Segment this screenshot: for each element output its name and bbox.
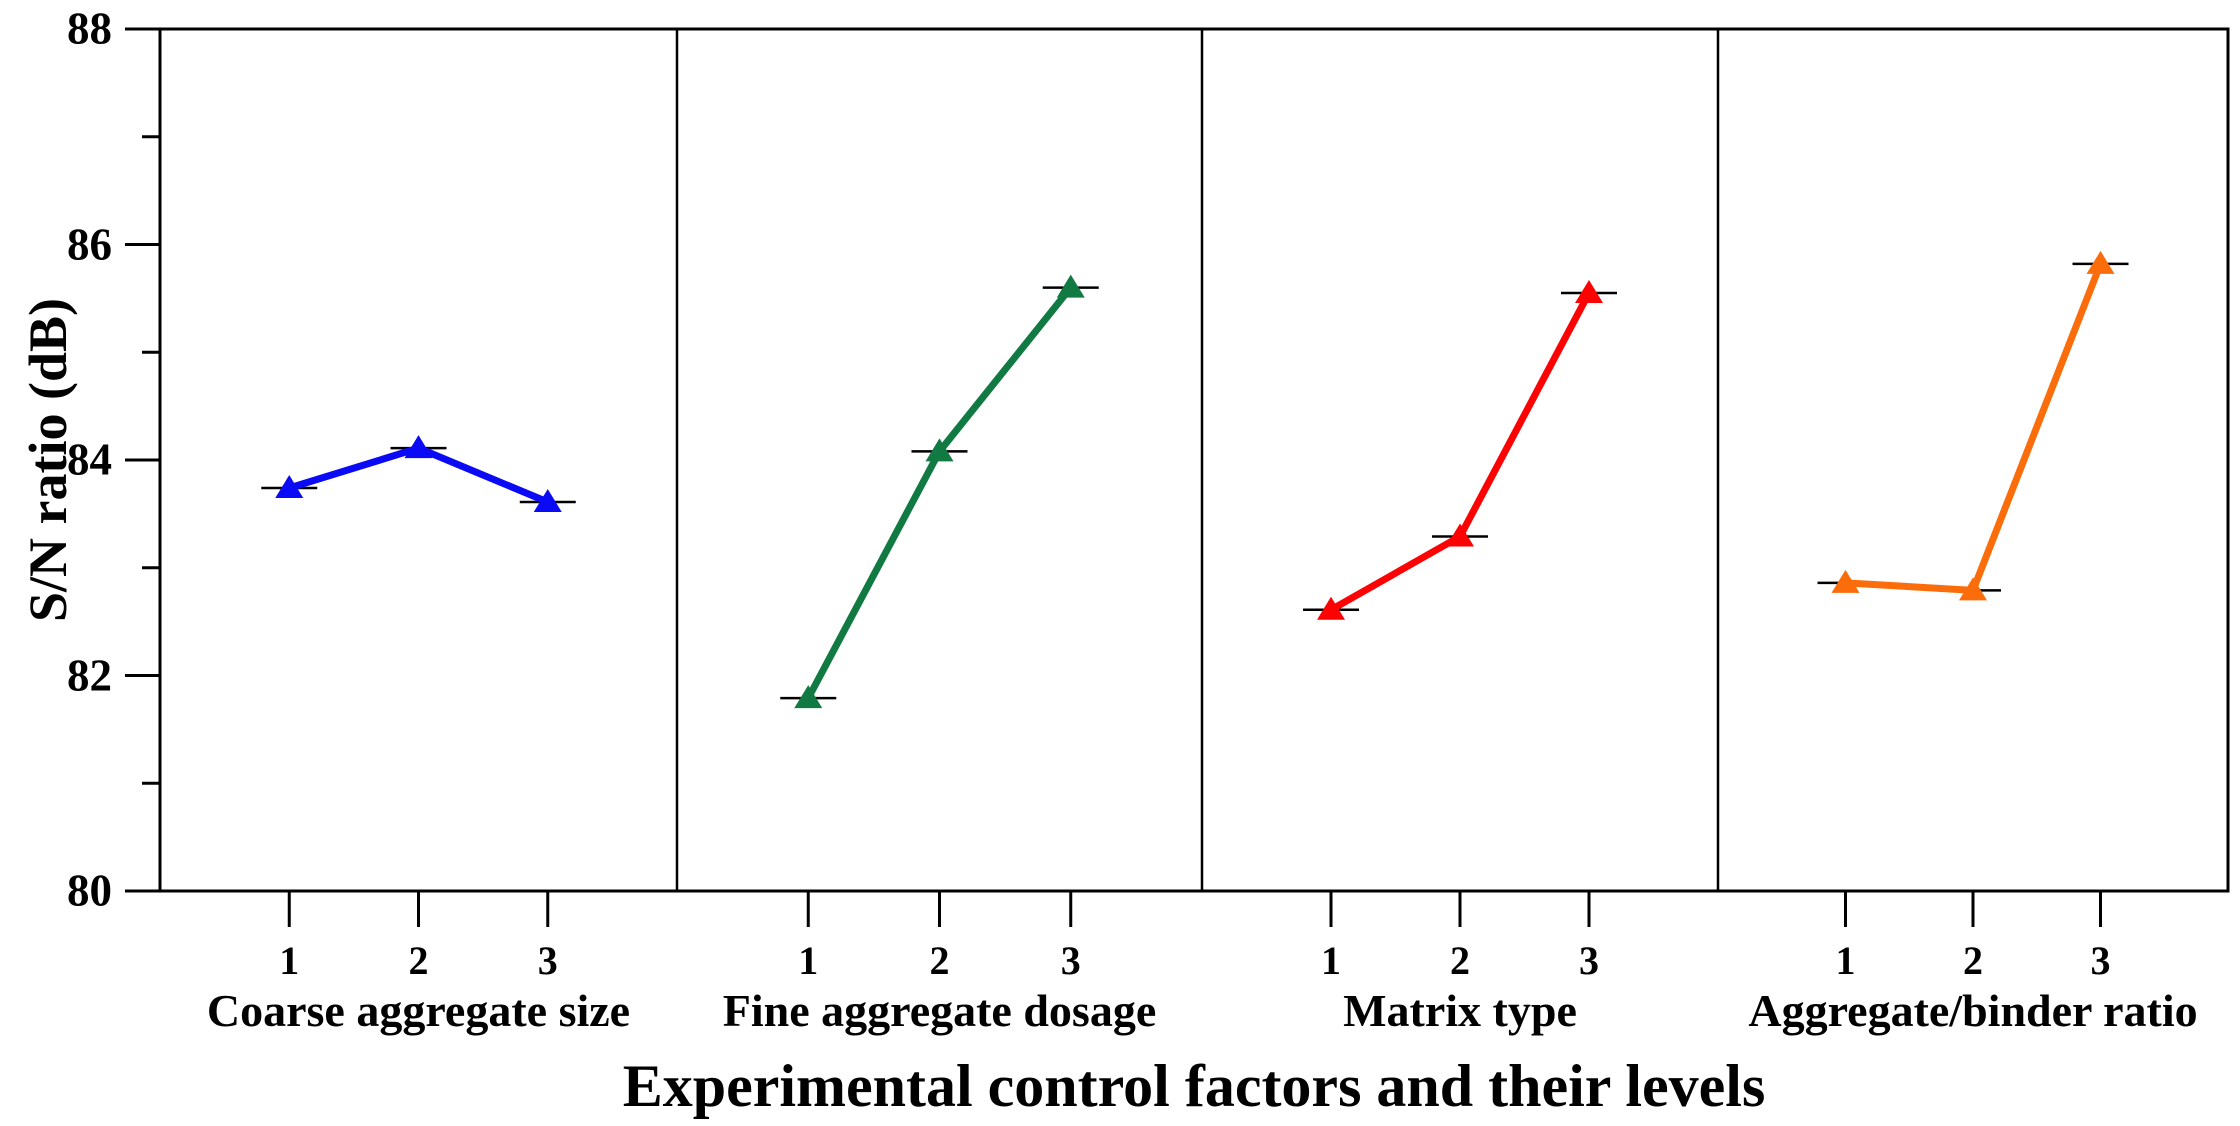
factor-label: Coarse aggregate size [206,985,631,1036]
y-tick-label: 82 [67,650,112,700]
factor-label: Fine aggregate dosage [722,985,1157,1036]
y-tick-label: 84 [67,434,112,485]
factor-label: Aggregate/binder ratio [1748,985,2198,1036]
x-tick-label: 1 [1835,938,1856,983]
x-tick-label: 3 [2090,938,2111,983]
x-tick-label: 1 [1321,938,1341,983]
x-tick-label: 3 [1579,938,1599,983]
x-axis-title: Experimental control factors and their l… [622,1053,1766,1119]
x-tick-label: 2 [1963,938,1983,983]
y-tick-label: 80 [67,865,112,916]
x-tick-label: 3 [537,938,558,983]
y-tick-label: 86 [67,219,112,269]
x-tick-label: 3 [1060,938,1081,983]
y-tick-label: 88 [67,3,112,54]
x-tick-label: 1 [798,938,819,983]
x-tick-label: 2 [929,938,950,983]
x-tick-label: 2 [408,938,429,983]
x-tick-label: 2 [1450,938,1470,983]
x-tick-label: 1 [279,938,300,983]
factor-label: Matrix type [1343,985,1577,1036]
